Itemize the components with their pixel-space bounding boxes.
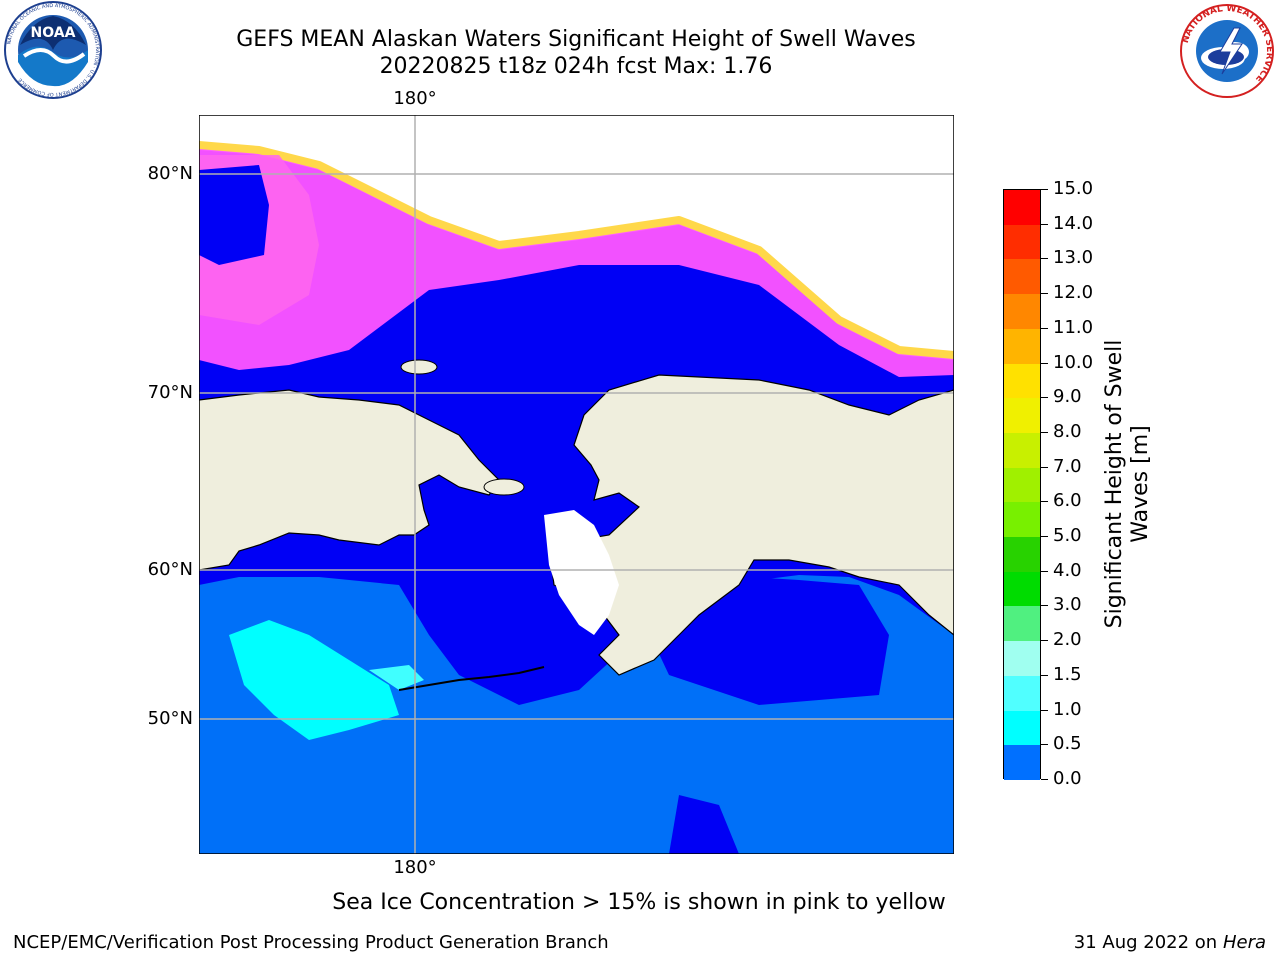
colorbar-tick-mark: [1041, 189, 1048, 190]
colorbar-segment: [1004, 328, 1040, 365]
lat-label-60n: 60°N: [147, 559, 193, 580]
aleutian-islands: [398, 666, 545, 691]
colorbar-segment: [1004, 745, 1040, 781]
colorbar-tick-label: 1.0: [1053, 698, 1082, 720]
colorbar-segment: [1004, 190, 1040, 226]
colorbar-segment: [1004, 710, 1040, 746]
colorbar-segment: [1004, 224, 1040, 260]
lon-label-bottom: 180°: [393, 857, 437, 878]
sea-ice-note: Sea Ice Concentration > 15% is shown in …: [332, 890, 946, 915]
colorbar-tick-label: 1.5: [1053, 663, 1082, 685]
colorbar-segment: [1004, 675, 1040, 712]
colorbar-segment: [1004, 502, 1040, 538]
colorbar-tick-label: 0.5: [1053, 733, 1082, 755]
colorbar-tick-mark: [1041, 674, 1048, 676]
colorbar-tick-label: 13.0: [1053, 247, 1094, 269]
colorbar-tick-label: 8.0: [1053, 420, 1082, 442]
footer-date: 31 Aug 2022 on Hera: [1073, 932, 1266, 953]
colorbar-tick-mark: [1041, 293, 1048, 295]
land-siberia: [199, 389, 500, 571]
colorbar-tick-label: 15.0: [1053, 178, 1094, 199]
colorbar-tick-label: 6.0: [1053, 490, 1082, 512]
colorbar-tick-label: 12.0: [1053, 282, 1094, 304]
chart-subtitle: 20220825 t18z 024h fcst Max: 1.76: [379, 54, 773, 79]
colorbar-tick-mark: [1041, 709, 1048, 711]
colorbar-tick-mark: [1041, 536, 1048, 538]
colorbar-tick-mark: [1041, 605, 1048, 607]
wrangel-island: [400, 359, 438, 375]
lat-label-80n: 80°N: [147, 163, 193, 184]
colorbar-tick-label: 4.0: [1053, 559, 1082, 581]
colorbar-tick-label: 0.0: [1053, 768, 1082, 789]
chart-title: GEFS MEAN Alaskan Waters Significant Hei…: [236, 27, 916, 52]
nws-logo-icon: NATIONAL WEATHER SERVICE: [1178, 2, 1276, 100]
map-gridlines: [199, 115, 954, 854]
colorbar-tick-label: 3.0: [1053, 594, 1082, 616]
colorbar-tick-label: 9.0: [1053, 386, 1082, 408]
colorbar-segment: [1004, 571, 1040, 607]
colorbar-segment: [1004, 398, 1040, 434]
colorbar: [1003, 189, 1041, 781]
colorbar-tick-label: 5.0: [1053, 525, 1082, 547]
noaa-logo-icon: NOAA NATIONAL OCEANIC AND ATMOSPHERIC AD…: [4, 1, 102, 99]
colorbar-segment: [1004, 606, 1040, 642]
colorbar-tick-mark: [1041, 779, 1048, 780]
colorbar-segment: [1004, 641, 1040, 677]
colorbar-tick-mark: [1041, 570, 1048, 572]
colorbar-tick-label: 10.0: [1053, 351, 1094, 373]
colorbar-tick-mark: [1041, 640, 1048, 642]
colorbar-tick-label: 11.0: [1053, 316, 1094, 338]
noaa-logo-text: NOAA: [31, 25, 76, 41]
bering-coast-open-area: [544, 510, 619, 635]
ocean-high-swell: [229, 620, 399, 740]
colorbar-segment: [1004, 259, 1040, 295]
st-lawrence-island: [483, 478, 525, 496]
colorbar-segment: [1004, 294, 1040, 330]
colorbar-segment: [1004, 467, 1040, 503]
colorbar-segment: [1004, 432, 1040, 469]
colorbar-segment: [1004, 363, 1040, 399]
sea-ice-edge-yellow: [199, 141, 954, 359]
lon-label-top: 180°: [393, 88, 437, 109]
colorbar-tick-label: 2.0: [1053, 629, 1082, 651]
colorbar-tick-mark: [1041, 258, 1048, 260]
colorbar-tick-label: 14.0: [1053, 212, 1094, 234]
lat-label-70n: 70°N: [147, 382, 193, 403]
colorbar-label: Significant Height of Swell Waves [m]: [1102, 339, 1153, 629]
lat-label-50n: 50°N: [147, 708, 193, 729]
colorbar-tick-mark: [1041, 362, 1048, 364]
colorbar-tick-mark: [1041, 397, 1048, 399]
footer-branch: NCEP/EMC/Verification Post Processing Pr…: [13, 932, 609, 953]
colorbar-segment: [1004, 537, 1040, 573]
colorbar-tick-mark: [1041, 431, 1048, 433]
footer-machine: Hera: [1222, 932, 1266, 953]
colorbar-tick-mark: [1041, 501, 1048, 503]
colorbar-tick-label: 7.0: [1053, 455, 1082, 477]
swell-height-map: [199, 115, 954, 854]
colorbar-tick-mark: [1041, 466, 1048, 468]
colorbar-tick-mark: [1041, 327, 1048, 329]
colorbar-tick-mark: [1041, 744, 1048, 746]
colorbar-tick-mark: [1041, 223, 1048, 225]
